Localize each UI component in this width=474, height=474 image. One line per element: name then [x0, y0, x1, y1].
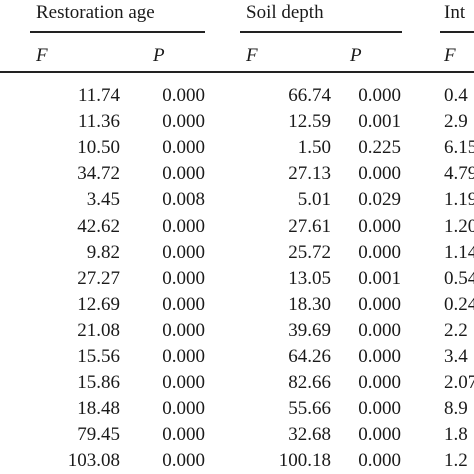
- cell: 0.000: [162, 267, 205, 289]
- cell: 25.72: [288, 241, 331, 263]
- cell: 1.8: [444, 424, 468, 446]
- cell: 79.45: [77, 424, 120, 446]
- cell: 0.000: [358, 163, 401, 185]
- cell: 21.08: [77, 319, 120, 341]
- cell: 0.000: [162, 215, 205, 237]
- group-header: Restoration age: [36, 2, 155, 23]
- cell: 1.20: [444, 215, 474, 237]
- cell: 39.69: [288, 319, 331, 341]
- cell: 0.001: [358, 267, 401, 289]
- cell: 0.000: [162, 293, 205, 315]
- cell: 55.66: [288, 398, 331, 420]
- cell: 0.000: [162, 424, 205, 446]
- cell: 5.01: [297, 189, 331, 211]
- cell: 0.225: [358, 137, 401, 159]
- cell: 4.79: [444, 163, 474, 185]
- cell: 0.000: [162, 398, 205, 420]
- cell: 18.48: [77, 398, 120, 420]
- cell: 27.13: [288, 163, 331, 185]
- cell: 2.07: [444, 372, 474, 394]
- cell: 0.001: [358, 111, 401, 133]
- cell: 10.50: [77, 137, 120, 159]
- cell: 0.000: [358, 346, 401, 367]
- cell: 0.000: [162, 137, 205, 159]
- cell: 100.18: [278, 450, 331, 472]
- column-header: P: [153, 45, 165, 66]
- cell: 0.000: [358, 450, 401, 472]
- cell: 0.000: [162, 111, 205, 133]
- cell: 0.000: [358, 241, 401, 263]
- column-header: P: [350, 45, 362, 66]
- cell: 3.4: [444, 346, 468, 367]
- cell: 66.74: [288, 85, 331, 106]
- cell: 15.86: [77, 372, 120, 394]
- cell: 0.24: [444, 293, 474, 315]
- cell: 0.000: [162, 85, 205, 106]
- cell: 1.19: [444, 189, 474, 211]
- cell: 11.36: [77, 111, 120, 133]
- cell: 32.68: [288, 424, 331, 446]
- cell: 12.59: [288, 111, 331, 133]
- cell: 6.15: [444, 137, 474, 159]
- cell: 0.000: [358, 424, 401, 446]
- cell: 8.9: [444, 398, 468, 420]
- column-header: F: [246, 45, 258, 66]
- cell: 0.000: [162, 163, 205, 185]
- column-header: F: [444, 45, 456, 66]
- cell: 27.27: [77, 267, 120, 289]
- cell: 3.45: [86, 189, 120, 211]
- cell: 0.000: [162, 241, 205, 263]
- cell: 0.000: [358, 319, 401, 341]
- column-header: F: [36, 45, 48, 66]
- cell: 34.72: [77, 163, 120, 185]
- cell: 64.26: [288, 346, 331, 367]
- cell: 18.30: [288, 293, 331, 315]
- group-rule: [440, 31, 474, 33]
- cell: 0.000: [358, 293, 401, 315]
- cell: 12.69: [77, 293, 120, 315]
- group-header: Soil depth: [246, 2, 324, 23]
- cell: 82.66: [288, 372, 331, 394]
- header-rule: [0, 71, 474, 73]
- cell: 27.61: [288, 215, 331, 237]
- cell: 0.008: [162, 189, 205, 211]
- cell: 13.05: [288, 267, 331, 289]
- cell: 0.000: [162, 319, 205, 341]
- cell: 0.000: [162, 372, 205, 394]
- cell: 0.000: [358, 215, 401, 237]
- cell: 2.9: [444, 111, 468, 133]
- cell: 0.000: [358, 85, 401, 106]
- cell: 0.4: [444, 85, 468, 106]
- cell: 0.000: [358, 398, 401, 420]
- cell: 11.74: [77, 85, 120, 106]
- cell: 0.54: [444, 267, 474, 289]
- cell: 9.82: [86, 241, 120, 263]
- cell: 0.000: [358, 372, 401, 394]
- group-rule: [30, 31, 205, 33]
- cell: 42.62: [77, 215, 120, 237]
- cell: 0.029: [358, 189, 401, 211]
- cell: 15.56: [77, 346, 120, 367]
- cell: 1.14: [444, 241, 474, 263]
- group-rule: [240, 31, 402, 33]
- cell: 1.2: [444, 450, 468, 472]
- group-header: Int: [444, 2, 466, 23]
- cell: 2.2: [444, 319, 468, 341]
- cell: 0.000: [162, 450, 205, 472]
- cell: 0.000: [162, 346, 205, 367]
- cell: 103.08: [67, 450, 120, 472]
- cell: 1.50: [297, 137, 331, 159]
